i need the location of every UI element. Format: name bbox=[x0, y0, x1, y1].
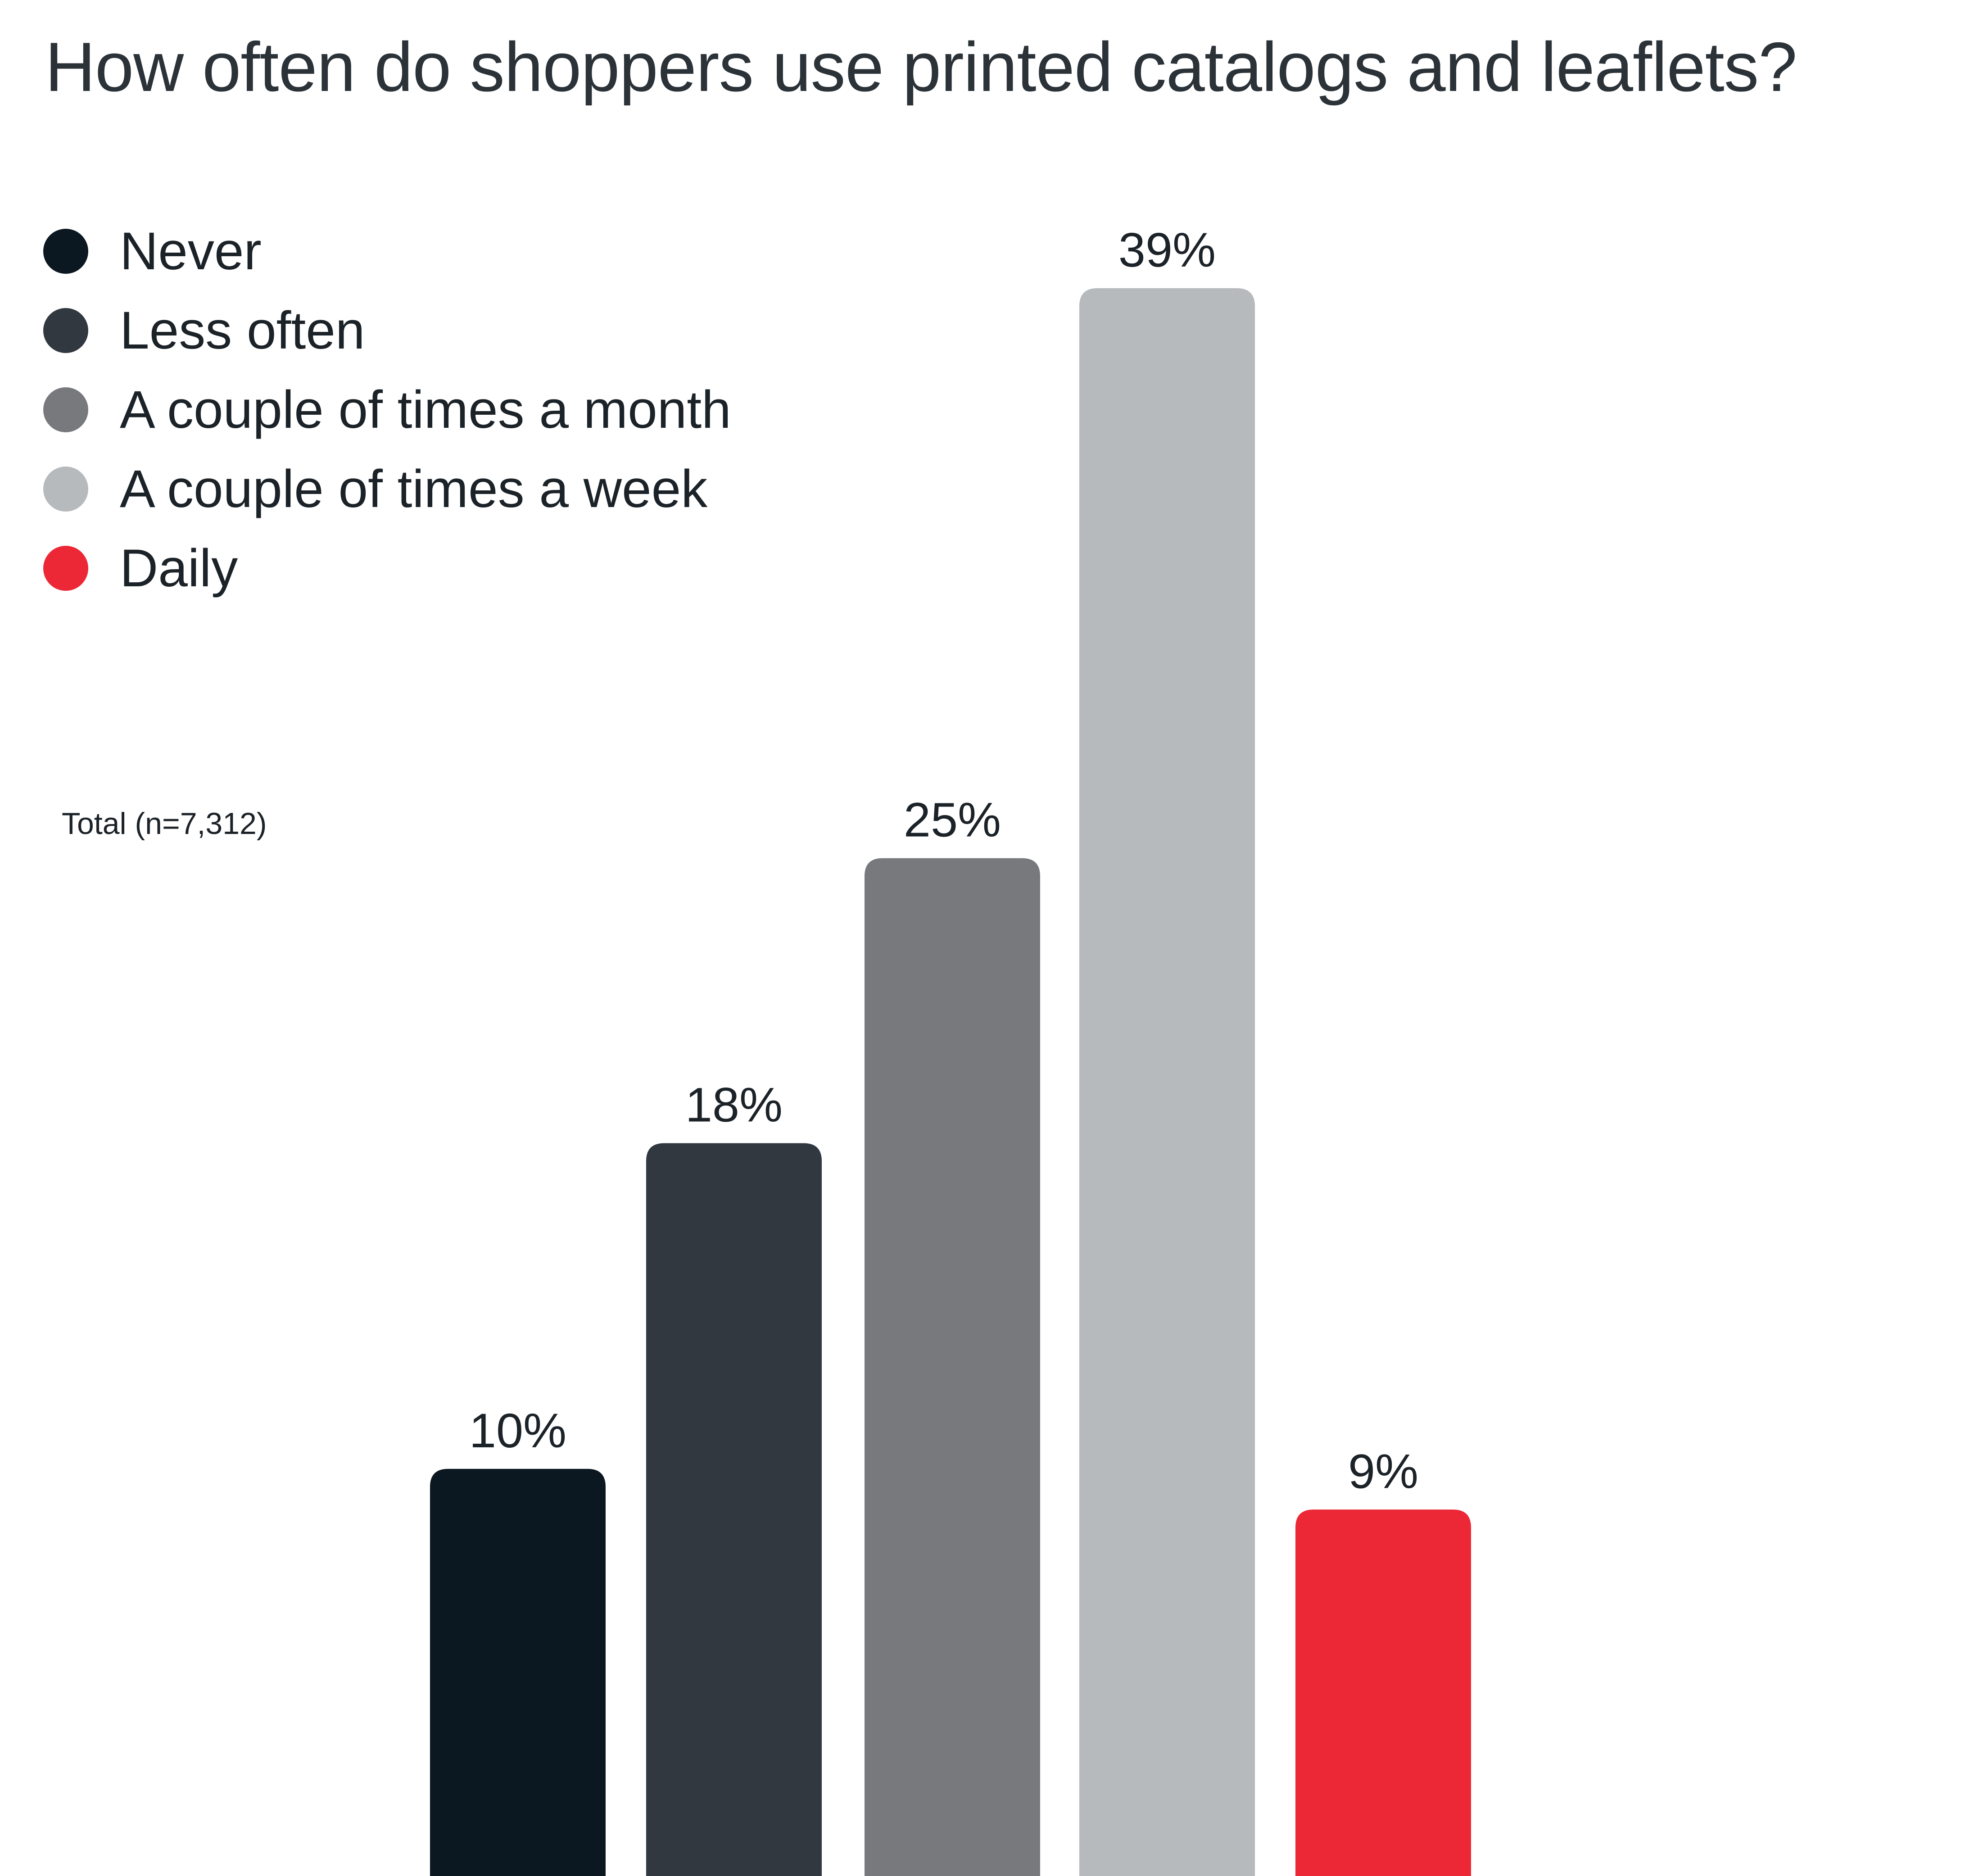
chart-legend: Never Less often A couple of times a mon… bbox=[43, 212, 731, 608]
legend-label-daily: Daily bbox=[120, 539, 238, 598]
bar-4 bbox=[1079, 288, 1255, 1876]
legend-label-couple-week: A couple of times a week bbox=[120, 459, 708, 519]
legend-swatch-never bbox=[43, 229, 88, 274]
bar-2 bbox=[646, 1143, 822, 1876]
legend-item-couple-week: A couple of times a week bbox=[43, 449, 731, 529]
legend-label-less-often: Less often bbox=[120, 301, 365, 360]
legend-swatch-couple-month bbox=[43, 387, 88, 432]
bar-5 bbox=[1295, 1509, 1471, 1876]
legend-swatch-couple-week bbox=[43, 467, 88, 512]
bar-value-label-4: 39% bbox=[1118, 222, 1216, 277]
legend-label-never: Never bbox=[120, 222, 262, 281]
legend-item-less-often: Less often bbox=[43, 291, 731, 370]
bar-value-label-2: 18% bbox=[685, 1078, 783, 1132]
legend-swatch-less-often bbox=[43, 308, 88, 353]
bar-1 bbox=[430, 1468, 606, 1876]
sample-size-note: Total (n=7,312) bbox=[62, 807, 267, 841]
legend-label-couple-month: A couple of times a month bbox=[120, 380, 731, 440]
bar-value-label-3: 25% bbox=[904, 793, 1001, 847]
bar-value-label-1: 10% bbox=[469, 1403, 566, 1458]
legend-swatch-daily bbox=[43, 546, 88, 591]
legend-item-never: Never bbox=[43, 212, 731, 291]
legend-item-couple-month: A couple of times a month bbox=[43, 370, 731, 449]
chart-title: How often do shoppers use printed catalo… bbox=[45, 28, 1797, 106]
bar-value-label-5: 9% bbox=[1348, 1444, 1418, 1498]
legend-item-daily: Daily bbox=[43, 529, 731, 608]
bar-3 bbox=[865, 858, 1040, 1876]
